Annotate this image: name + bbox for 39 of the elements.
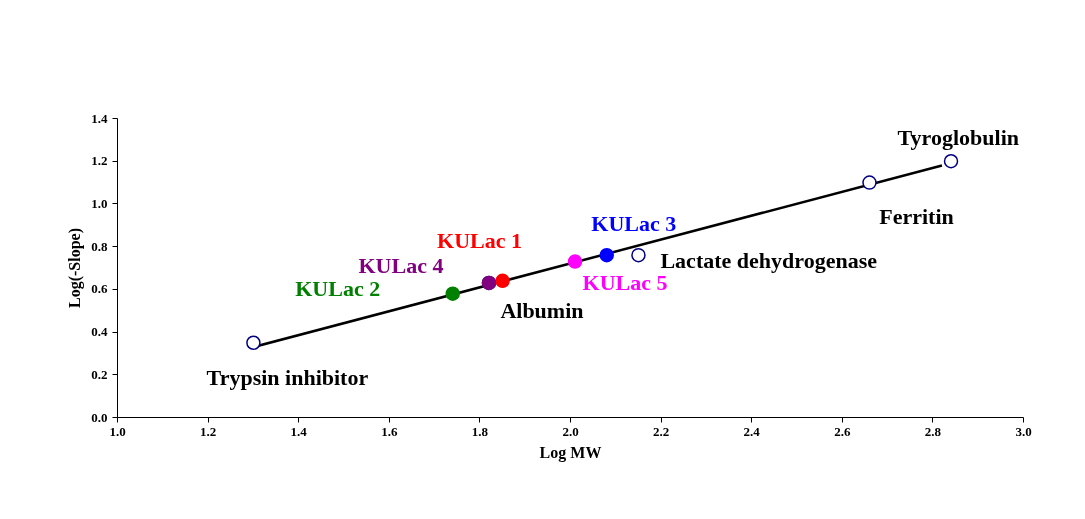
point <box>599 247 614 263</box>
point <box>567 254 583 269</box>
x-tick-label: 3.0 <box>1015 423 1032 439</box>
annotation: Trypsin inhibitor <box>206 365 369 391</box>
x-tick-label: 1.8 <box>471 423 489 439</box>
annotation: Lactate dehydrogenase <box>660 247 878 273</box>
series-label: KULac 3 <box>591 210 677 236</box>
y-tick-label: 1.0 <box>91 195 108 211</box>
annotation: Tyroglobulin <box>897 124 1020 150</box>
x-tick-label: 2.8 <box>924 423 942 439</box>
y-tick-label: 1.4 <box>91 110 108 126</box>
y-tick-label: 0.0 <box>91 409 108 425</box>
y-tick-label: 0.2 <box>91 366 108 382</box>
x-tick-label: 1.0 <box>109 423 126 439</box>
x-tick-label: 2.6 <box>834 423 851 439</box>
series-label: KULac 5 <box>582 270 668 296</box>
y-axis-title: Log(-Slope) <box>66 228 85 308</box>
x-tick-label: 1.2 <box>199 423 217 439</box>
annotation: Albumin <box>500 298 584 324</box>
y-tick-label: 0.6 <box>91 281 108 297</box>
x-tick-label: 1.4 <box>290 423 308 439</box>
x-tick-label: 2.2 <box>652 423 670 439</box>
x-tick-label: 2.0 <box>562 423 579 439</box>
annotation: Ferritin <box>879 204 954 230</box>
series-label: KULac 1 <box>437 228 523 254</box>
point <box>246 335 261 350</box>
point <box>943 153 959 169</box>
y-tick-label: 1.2 <box>91 153 108 169</box>
y-tick-label: 0.4 <box>91 324 108 340</box>
y-tick-label: 0.8 <box>91 238 108 254</box>
point <box>862 175 877 190</box>
point <box>445 286 460 301</box>
x-tick-label: 2.4 <box>743 423 761 439</box>
text: KULac 2 <box>295 276 381 302</box>
point <box>631 247 646 263</box>
series-label: KULac 4 <box>358 253 444 279</box>
point <box>495 273 510 289</box>
x-tick-label: 1.6 <box>381 423 398 439</box>
x-axis-title: Log MW <box>539 443 602 462</box>
